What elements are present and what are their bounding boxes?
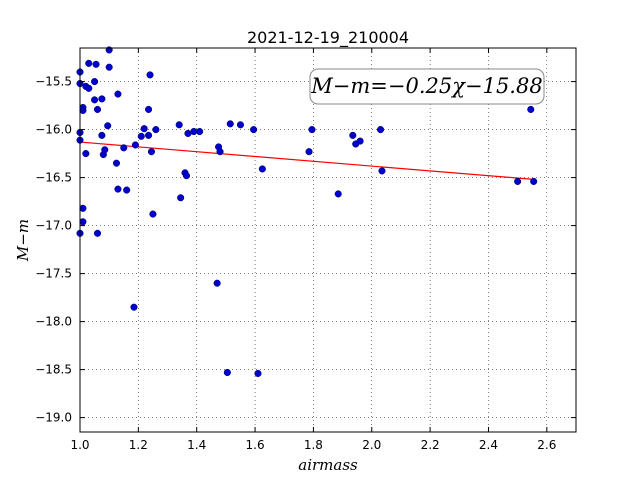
data-point [104,122,112,130]
data-point [177,194,185,202]
data-point [105,63,113,71]
data-point [79,106,87,114]
fit-line [79,141,536,181]
x-axis-label: airmass [298,456,358,474]
y-tick-label: −17.5 [35,267,72,281]
data-point [114,185,122,193]
y-tick-label: −18.0 [35,315,72,329]
data-point [530,177,538,185]
data-point [223,368,231,377]
x-tick-label: 1.4 [187,438,206,452]
chart-title: 2021-12-19_210004 [247,28,409,48]
data-point [130,303,138,311]
data-point [137,132,145,140]
y-axis-label: M−m [14,219,32,262]
data-point [152,126,160,134]
y-tick-label: −17.0 [35,219,72,233]
data-point [514,177,522,185]
y-tick-label: −18.5 [35,363,72,377]
data-point [376,126,385,134]
data-point [182,172,191,180]
data-point [308,126,316,134]
data-point [91,78,99,86]
x-tick-label: 2.2 [421,438,440,452]
fit-line-group [79,141,536,181]
data-point [131,141,139,149]
data-point [334,190,342,198]
y-tick-label: −15.5 [35,75,72,89]
data-point [175,121,183,129]
data-point [254,369,262,377]
x-tick-label: 1.8 [304,438,323,452]
data-point [145,131,153,139]
data-point [146,71,154,79]
data-point [98,131,106,139]
y-tick-label: −16.5 [35,171,72,185]
data-point [123,186,131,194]
data-point [258,165,266,173]
data-point [91,96,99,104]
data-point [213,279,221,287]
data-point [145,105,153,113]
data-point [378,167,386,175]
data-point [305,148,313,156]
data-point [140,125,148,133]
data-point [82,150,90,158]
plot-area [80,48,576,432]
data-point [356,137,364,145]
data-point [79,204,87,212]
annotation-box [309,68,545,105]
y-tick-label: −16.0 [35,123,72,137]
data-point [120,144,128,152]
data-point [349,131,357,139]
data-point [196,127,204,136]
data-point [226,120,234,128]
data-point [93,105,102,113]
x-tick-label: 1.0 [70,438,89,452]
y-tick-label: −19.0 [35,411,72,425]
data-point [79,218,87,226]
axis-ticks: 1.0 1.2 1.4 1.6 1.8 2.0 2.2 2.4 2.6 −15.5 −16.0 −16… [35,48,576,452]
data-point [216,148,224,156]
x-tick-label: 2.0 [362,438,381,452]
data-point [149,210,157,218]
data-point [250,126,258,134]
data-point [93,229,102,237]
data-point [147,148,156,156]
data-point [236,121,245,129]
x-tick-label: 2.6 [537,438,556,452]
grid [79,48,576,432]
fit-annotation: M−m=−0.25χ−15.88 [309,68,545,105]
data-point [98,95,106,103]
data-point [92,60,100,68]
x-tick-label: 1.6 [246,438,265,452]
x-tick-label: 1.2 [129,438,148,452]
x-tick-label: 2.4 [479,438,498,452]
data-point [101,146,109,154]
data-point [112,159,121,167]
data-point [527,105,535,113]
data-points [76,46,538,377]
annotation-text: M−m=−0.25χ−15.88 [310,74,542,98]
data-point [85,84,93,92]
data-point [85,59,93,67]
data-point [114,90,122,98]
plot-frame [79,47,577,433]
